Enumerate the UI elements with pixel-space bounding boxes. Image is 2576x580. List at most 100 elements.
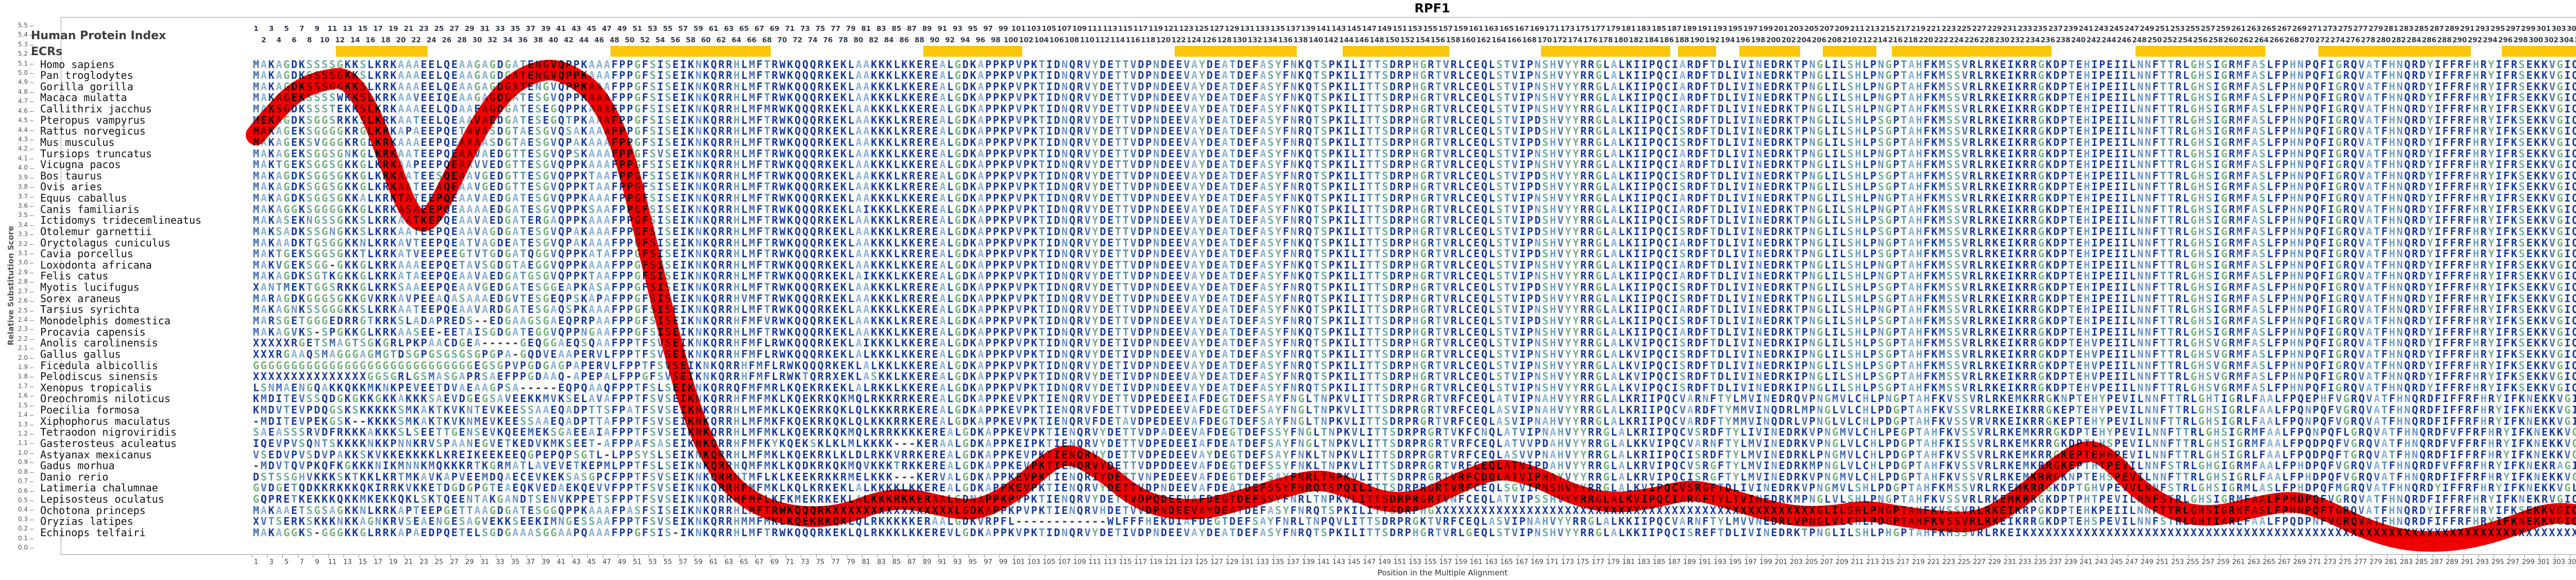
position-number-bottom: 161 [1469, 558, 1483, 566]
position-number-top: 285 [2414, 25, 2429, 33]
position-number-bottom: 115 [1118, 558, 1132, 566]
y-tick-label: 2.8 [18, 278, 28, 286]
position-number-top: 271 [2307, 25, 2323, 33]
position-number-bottom: 199 [1759, 558, 1772, 566]
y-tick-mark [30, 320, 33, 321]
position-number-top: 114 [1110, 36, 1125, 44]
species-name: Mus musculus [40, 136, 115, 148]
position-number-bottom: 283 [2400, 558, 2413, 566]
position-number-top: 141 [1316, 25, 1331, 33]
position-number-bottom: 143 [1332, 558, 1345, 566]
position-number-top: 264 [2254, 36, 2269, 44]
position-number-top: 50 [624, 36, 635, 44]
position-number-top: 248 [2132, 36, 2147, 44]
position-number-top: 280 [2376, 36, 2391, 44]
y-tick-mark [30, 415, 33, 416]
position-number-bottom: 291 [2461, 558, 2474, 566]
position-number-bottom: 243 [2095, 558, 2108, 566]
y-tick-mark [30, 130, 33, 131]
position-number-bottom: 293 [2476, 558, 2489, 566]
position-number-top: 251 [2155, 25, 2170, 33]
y-tick-label: 3.9 [18, 173, 28, 181]
position-number-top: 69 [769, 25, 779, 33]
x-axis-label: Position in the Multiple Alignment [1377, 568, 1508, 577]
position-number-top: 43 [571, 25, 581, 33]
species-name: Tarsius syrichta [40, 303, 140, 316]
position-number-top: 292 [2467, 36, 2482, 44]
position-number-top: 255 [2185, 25, 2200, 33]
position-number-bottom: 255 [2186, 558, 2199, 566]
position-number-top: 211 [1850, 25, 1865, 33]
y-tick-label: 2.4 [18, 316, 28, 323]
position-number-top: 130 [1232, 36, 1247, 44]
position-number-top: 231 [2002, 25, 2018, 33]
species-name: Ictidomys tridecemlineatus [40, 214, 202, 227]
position-number-bottom: 245 [2110, 558, 2123, 566]
y-tick-label: 0.3 [18, 515, 28, 523]
position-number-top: 63 [724, 25, 734, 33]
position-number-top: 171 [1545, 25, 1560, 33]
y-tick-label: 0.1 [18, 534, 28, 542]
position-number-bottom: 231 [2003, 558, 2016, 566]
y-tick-label: 2.9 [18, 268, 28, 276]
species-name: Oreochromis niloticus [40, 392, 171, 405]
y-tick-label: 0.7 [18, 477, 28, 485]
position-number-top: 216 [1888, 36, 1903, 44]
position-number-top: 240 [2071, 36, 2086, 44]
position-number-top: 11 [327, 25, 337, 33]
position-number-bottom: 289 [2445, 558, 2459, 566]
position-number-bottom: 49 [618, 558, 626, 566]
position-number-bottom: 215 [1881, 558, 1894, 566]
y-tick-mark [30, 462, 33, 463]
position-number-bottom: 53 [648, 558, 657, 566]
position-number-top: 289 [2445, 25, 2460, 33]
position-number-top: 3 [268, 25, 274, 33]
y-tick-label: 3.8 [18, 183, 28, 190]
y-tick-label: 4.9 [18, 78, 28, 86]
position-number-top: 156 [1430, 36, 1446, 44]
species-name: Ochotona princeps [40, 504, 146, 517]
position-number-top: 303 [2551, 25, 2566, 33]
position-number-top: 209 [1835, 25, 1850, 33]
position-number-top: 146 [1354, 36, 1369, 44]
y-tick-label: 3.4 [18, 221, 28, 228]
position-number-top: 26 [442, 36, 452, 44]
position-number-bottom: 223 [1942, 558, 1955, 566]
ecr-block [1540, 46, 1671, 57]
position-number-top: 170 [1537, 36, 1552, 44]
y-tick-label: 4.3 [18, 135, 28, 143]
species-name: Gadus morhua [40, 459, 115, 472]
position-number-bottom: 61 [709, 558, 718, 566]
position-number-bottom: 105 [1042, 558, 1056, 566]
species-name: Gallus gallus [40, 347, 121, 360]
position-number-top: 221 [1926, 25, 1941, 33]
position-number-top: 10 [319, 36, 330, 44]
species-name: Callithrix jacchus [40, 103, 152, 115]
position-number-top: 107 [1057, 25, 1072, 33]
position-number-bottom: 297 [2506, 558, 2520, 566]
position-number-bottom: 201 [1774, 558, 1788, 566]
position-number-bottom: 209 [1835, 558, 1849, 566]
species-name: Equus caballus [40, 192, 127, 205]
species-name: Gorilla gorilla [40, 80, 133, 93]
position-number-top: 238 [2056, 36, 2071, 44]
position-number-bottom: 249 [2140, 558, 2154, 566]
position-number-top: 290 [2452, 36, 2467, 44]
y-tick-label: 4.1 [18, 154, 28, 162]
position-number-bottom: 171 [1546, 558, 1559, 566]
position-number-top: 207 [1819, 25, 1834, 33]
position-number-top: 68 [762, 36, 772, 44]
y-tick-label: 2.1 [18, 344, 28, 352]
position-number-top: 189 [1682, 25, 1697, 33]
position-number-top: 235 [2033, 25, 2048, 33]
position-number-top: 275 [2338, 25, 2353, 33]
position-number-top: 143 [1331, 25, 1346, 33]
position-number-bottom: 71 [785, 558, 794, 566]
position-number-bottom: 81 [861, 558, 871, 566]
position-number-top: 144 [1339, 36, 1354, 44]
position-number-top: 17 [373, 25, 383, 33]
position-number-top: 15 [358, 25, 368, 33]
position-number-top: 46 [594, 36, 604, 44]
position-number-top: 230 [1995, 36, 2010, 44]
position-number-top: 125 [1194, 25, 1209, 33]
